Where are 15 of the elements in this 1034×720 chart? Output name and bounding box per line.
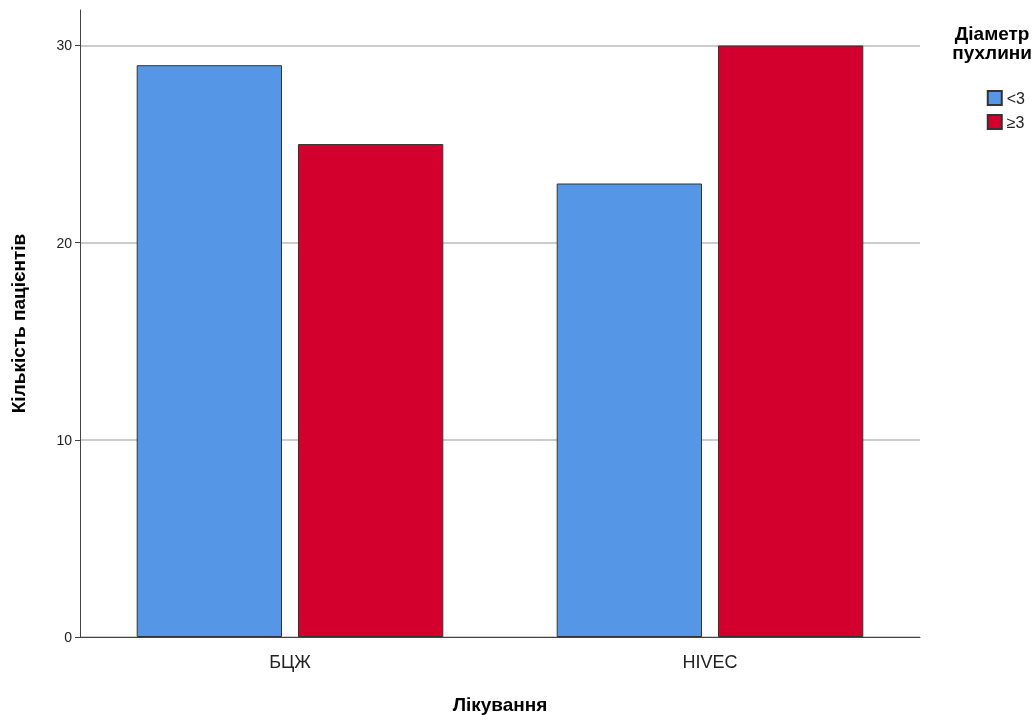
bar <box>136 65 283 637</box>
legend-label: <3 <box>1006 89 1026 107</box>
bar <box>297 144 444 637</box>
y-axis-title: Кількість пацієнтів <box>8 233 29 414</box>
y-tick-label: 20 <box>56 234 73 251</box>
legend-title: Діаметр пухлини <box>952 23 1032 63</box>
x-tick-label: HIVEC <box>682 652 738 672</box>
bar <box>717 45 864 637</box>
x-tick-label: БЦЖ <box>269 652 312 672</box>
x-axis-title: Лікування <box>452 694 548 715</box>
y-tick-label: 0 <box>64 629 73 645</box>
bar <box>556 183 703 637</box>
y-tick-label: 10 <box>56 431 73 448</box>
y-tick-label: 30 <box>56 37 73 54</box>
legend-label: ≥3 <box>1006 113 1025 131</box>
